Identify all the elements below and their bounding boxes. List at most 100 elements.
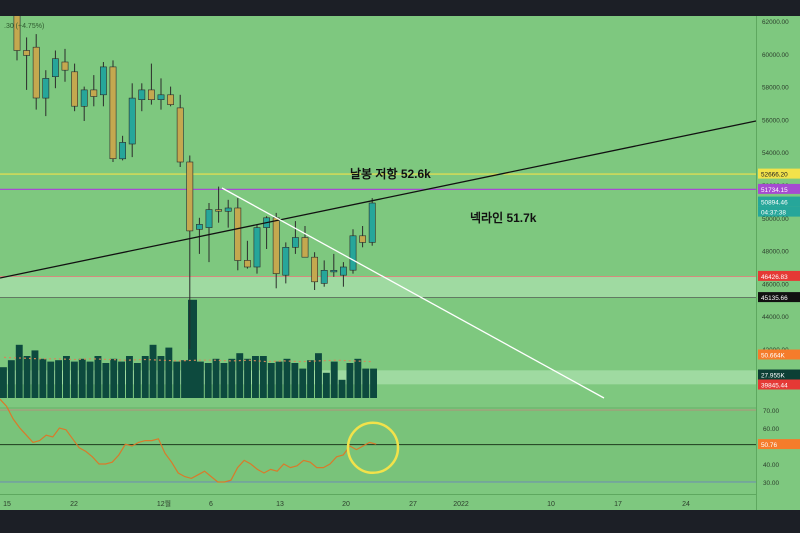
rsi-line xyxy=(0,398,377,483)
candle-body xyxy=(51,58,59,78)
price-tick-label: 60000.00 xyxy=(762,52,789,59)
time-tick-label: 20 xyxy=(342,501,350,508)
volume-bar xyxy=(149,344,157,398)
candle-body xyxy=(234,207,242,261)
price-tick-label: 48000.00 xyxy=(762,249,789,256)
volume-bar xyxy=(7,360,15,398)
volume-bar xyxy=(362,368,370,398)
volume-bar xyxy=(70,361,78,398)
candle-body xyxy=(148,89,155,101)
volume-bar xyxy=(173,361,181,398)
price-tick-label: 46000.00 xyxy=(762,281,789,288)
volume-bar xyxy=(78,358,86,398)
candle-body xyxy=(272,217,280,274)
volume-bar xyxy=(244,358,251,398)
volume-bar xyxy=(157,356,165,398)
price-axis[interactable]: 62000.00 60000.00 58000.00 56000.00 54000.00… xyxy=(756,16,800,510)
ascending-trend-line xyxy=(0,120,756,279)
price-tick-label: 62000.00 xyxy=(762,19,789,26)
volume-bar xyxy=(39,358,47,398)
volume-bar xyxy=(291,363,299,398)
volume-bar xyxy=(102,363,110,398)
volume-bar xyxy=(220,363,228,398)
price-tag xyxy=(758,270,800,281)
time-tick-label: 24 xyxy=(682,501,690,508)
price-tag xyxy=(758,183,800,194)
candle-body xyxy=(61,61,69,71)
price-tag-label: 45135.66 xyxy=(761,295,788,302)
volume-bar xyxy=(165,347,173,398)
volume-bar xyxy=(315,353,322,398)
candle-body xyxy=(205,209,213,228)
price-tag xyxy=(758,439,800,450)
volume-bar xyxy=(283,358,291,398)
candle-body xyxy=(330,270,338,273)
volume-bar xyxy=(181,360,188,398)
rsi-tick-label: 60.00 xyxy=(763,426,779,433)
price-tick-label: 56000.00 xyxy=(762,117,789,124)
support-zone-upper xyxy=(0,276,756,298)
rsi-tick-label: 70.00 xyxy=(763,408,779,415)
candle-body xyxy=(90,89,98,97)
time-tick-label: 17 xyxy=(614,501,622,508)
volume-bar xyxy=(252,356,259,398)
price-tag xyxy=(758,196,800,207)
price-tag-label: 27.955K xyxy=(761,373,786,380)
candle-body xyxy=(23,50,30,56)
plot-area[interactable]: .30 (+4.75%) 날봉 저항 52.6k 넥라인 51.7k xyxy=(0,16,756,510)
volume-bar xyxy=(236,353,244,398)
candle-body xyxy=(32,46,40,99)
volume-bar xyxy=(275,361,283,398)
candle-body xyxy=(176,107,184,163)
candle-body xyxy=(186,161,194,232)
price-tick-label: 54000.00 xyxy=(762,150,789,157)
price-tag xyxy=(758,206,800,217)
time-tick-label: 27 xyxy=(409,501,417,508)
volume-bar xyxy=(330,361,338,398)
volume-bar xyxy=(212,358,220,398)
candle-body xyxy=(109,66,117,160)
volume-bar xyxy=(338,379,346,398)
time-tick-label: 12월 xyxy=(157,499,171,508)
rsi-tick-label: 40.00 xyxy=(763,462,779,469)
volume-bars xyxy=(0,299,377,398)
candle-body xyxy=(224,207,232,212)
highlight-circle xyxy=(346,421,400,475)
volume-bar xyxy=(354,358,362,398)
top-label: .30 (+4.75%) xyxy=(4,23,44,30)
volume-ma-line xyxy=(3,356,372,363)
time-axis[interactable]: 15 22 12월 6 13 20 27 2022 10 17 24 xyxy=(0,494,756,511)
price-tag-label: 52666.20 xyxy=(761,172,788,179)
volume-bar xyxy=(322,372,330,398)
volume-bar xyxy=(15,344,23,398)
price-tag-label: 46426.83 xyxy=(761,274,788,281)
volume-bar xyxy=(141,356,149,398)
price-tick-label: 44000.00 xyxy=(762,314,789,321)
volume-bar xyxy=(110,358,118,398)
price-tag xyxy=(758,168,800,179)
volume-bar xyxy=(133,363,141,398)
volume-bar xyxy=(86,361,94,398)
candle-body xyxy=(13,16,21,51)
candle-body xyxy=(138,89,146,101)
candle-body xyxy=(339,266,347,276)
candle-body xyxy=(301,237,309,258)
candle-body xyxy=(359,235,366,243)
trend-lines xyxy=(0,120,756,399)
volume-bar xyxy=(0,367,7,398)
candle-body xyxy=(80,89,88,107)
price-tag xyxy=(758,349,800,360)
price-tag-label: 04:37:38 xyxy=(761,210,786,217)
volume-bar xyxy=(63,356,70,398)
price-tag-label: 50.76 xyxy=(761,442,777,449)
candle-body xyxy=(42,78,50,99)
price-tag xyxy=(758,369,800,380)
volume-bar xyxy=(370,368,377,398)
time-tick-label: 10 xyxy=(547,501,555,508)
candle-body xyxy=(244,260,251,268)
candle-body xyxy=(282,247,290,276)
candle-body xyxy=(100,66,107,96)
price-tag xyxy=(758,292,800,303)
candle-body xyxy=(368,202,376,243)
volume-bar xyxy=(55,360,62,398)
